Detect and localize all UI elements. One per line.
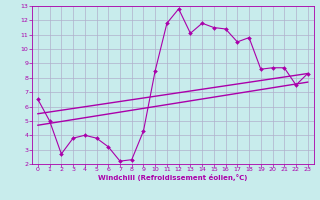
X-axis label: Windchill (Refroidissement éolien,°C): Windchill (Refroidissement éolien,°C) xyxy=(98,174,247,181)
